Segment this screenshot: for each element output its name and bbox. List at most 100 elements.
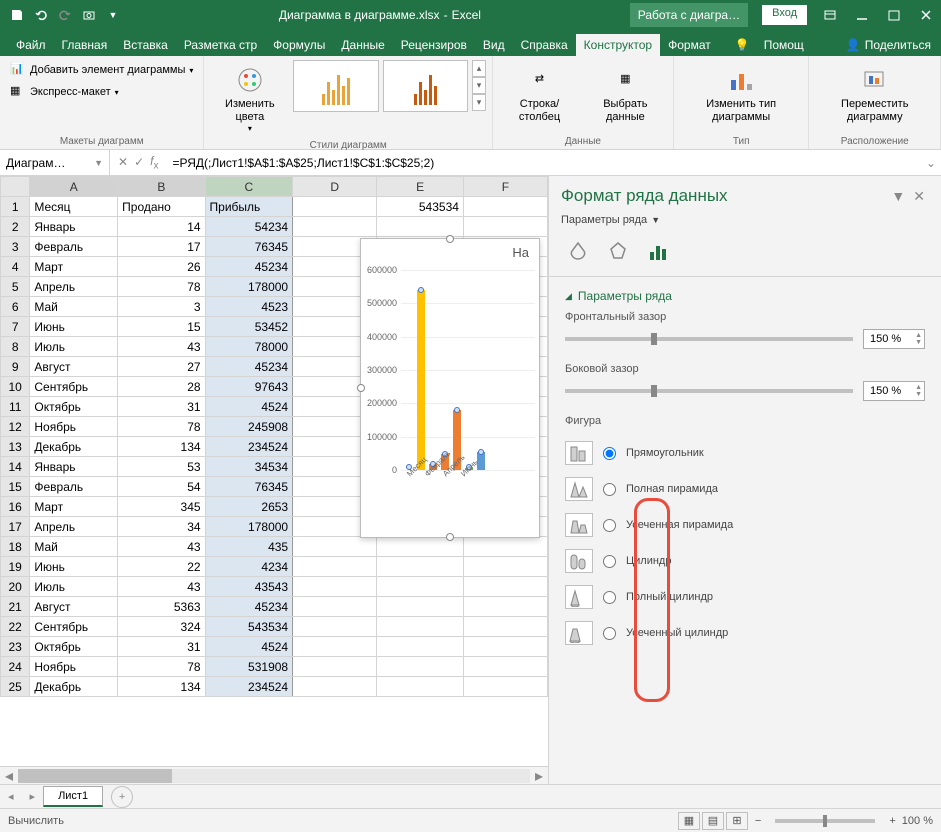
row-header[interactable]: 3 [1,237,30,257]
row-header[interactable]: 6 [1,297,30,317]
cell[interactable]: Март [30,257,118,277]
cell[interactable]: 31 [118,637,205,657]
scroll-right-icon[interactable]: ▸ [530,766,548,786]
styles-expand[interactable]: ▾ [472,94,486,111]
col-header[interactable]: B [118,177,205,197]
cell[interactable]: 34 [118,517,205,537]
cell[interactable]: 43543 [205,577,293,597]
add-chart-element-button[interactable]: 📊Добавить элемент диаграммы▾ [6,60,197,80]
cell[interactable]: Октябрь [30,637,118,657]
login-button[interactable]: Вход [762,5,807,25]
row-header[interactable]: 20 [1,577,30,597]
row-header[interactable]: 24 [1,657,30,677]
cell[interactable]: Ноябрь [30,657,118,677]
cell[interactable]: Август [30,597,118,617]
page-layout-view-icon[interactable]: ▤ [702,812,724,830]
cell[interactable]: 27 [118,357,205,377]
horizontal-scrollbar[interactable]: ◂ ▸ [0,766,548,784]
cell[interactable] [463,577,547,597]
cell[interactable]: Февраль [30,477,118,497]
spin-up-icon[interactable]: ▲ [915,384,922,391]
shape-radio[interactable] [603,627,616,640]
row-header[interactable]: 12 [1,417,30,437]
cell[interactable] [463,537,547,557]
cell[interactable]: 26 [118,257,205,277]
enter-formula-icon[interactable]: ✓ [134,155,144,169]
cell[interactable] [377,557,464,577]
cell[interactable]: Февраль [30,237,118,257]
cell[interactable]: Июль [30,337,118,357]
cell[interactable] [463,597,547,617]
cell[interactable]: 345 [118,497,205,517]
effects-icon[interactable] [605,238,631,264]
cell[interactable]: 3 [118,297,205,317]
row-header[interactable]: 14 [1,457,30,477]
tab-help[interactable]: Справка [513,34,576,56]
normal-view-icon[interactable]: ▦ [678,812,700,830]
spin-down-icon[interactable]: ▼ [915,391,922,398]
row-header[interactable]: 5 [1,277,30,297]
tab-view[interactable]: Вид [475,34,513,56]
page-break-view-icon[interactable]: ⊞ [726,812,748,830]
cell[interactable]: Прибыль [205,197,293,217]
save-icon[interactable] [8,6,26,24]
undo-icon[interactable] [32,6,50,24]
cell[interactable]: Июнь [30,557,118,577]
cell[interactable] [377,597,464,617]
cell[interactable] [293,637,377,657]
cell[interactable]: 543534 [377,197,464,217]
zoom-out-icon[interactable]: − [755,815,761,827]
cell[interactable]: 4524 [205,397,293,417]
tab-design[interactable]: Конструктор [576,34,660,56]
move-chart-button[interactable]: Переместить диаграмму [815,60,934,128]
row-header[interactable]: 7 [1,317,30,337]
cell[interactable] [463,677,547,697]
cell[interactable]: 435 [205,537,293,557]
shape-option[interactable]: Усеченный цилиндр [565,615,925,651]
styles-scroll-up[interactable]: ▴ [472,60,486,77]
pane-subtitle[interactable]: Параметры ряда▼ [549,210,941,230]
series-options-icon[interactable] [645,238,671,264]
row-header[interactable]: 2 [1,217,30,237]
tab-format[interactable]: Формат [660,34,719,56]
cell[interactable] [463,657,547,677]
tab-data[interactable]: Данные [333,34,392,56]
cell[interactable]: 43 [118,337,205,357]
new-sheet-button[interactable]: + [111,786,133,808]
cell[interactable]: 324 [118,617,205,637]
cell[interactable]: 43 [118,537,205,557]
cell[interactable]: Январь [30,457,118,477]
cell[interactable]: 31 [118,397,205,417]
cell[interactable] [463,617,547,637]
cell[interactable]: 45234 [205,357,293,377]
cell[interactable]: 2653 [205,497,293,517]
cell[interactable]: 78 [118,277,205,297]
cell[interactable]: 45234 [205,597,293,617]
share-button[interactable]: 👤Поделиться [836,34,941,56]
cell[interactable]: 245908 [205,417,293,437]
cell[interactable]: 5363 [118,597,205,617]
row-header[interactable]: 10 [1,377,30,397]
cell[interactable] [377,217,464,237]
pane-close-icon[interactable]: ✕ [909,188,929,205]
cell[interactable]: Январь [30,217,118,237]
cell[interactable]: 97643 [205,377,293,397]
switch-row-col-button[interactable]: ⇄Строка/ столбец [499,60,580,128]
cell[interactable]: 76345 [205,477,293,497]
sheet-nav-next-icon[interactable]: ▸ [22,790,44,803]
cell[interactable]: 234524 [205,437,293,457]
shape-radio[interactable] [603,519,616,532]
cell[interactable]: Июль [30,577,118,597]
spin-down-icon[interactable]: ▼ [915,339,922,346]
cell[interactable]: Май [30,297,118,317]
col-header[interactable]: A [30,177,118,197]
cell[interactable]: 78 [118,657,205,677]
cell[interactable] [377,577,464,597]
zoom-slider[interactable] [775,819,875,823]
row-header[interactable]: 18 [1,537,30,557]
cell[interactable] [293,537,377,557]
fill-line-icon[interactable] [565,238,591,264]
chart-plot-area[interactable]: 6000005000004000003000002000001000000 [401,270,535,470]
quick-layout-button[interactable]: ▦Экспресс-макет▾ [6,82,197,102]
close-icon[interactable] [911,0,941,30]
